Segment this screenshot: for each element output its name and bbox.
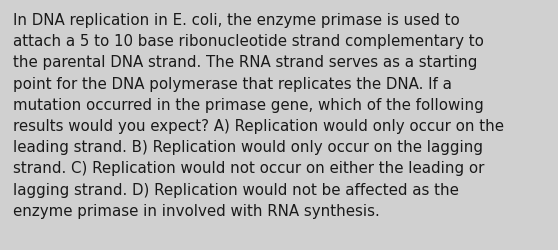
- Text: leading strand. B) Replication would only occur on the lagging: leading strand. B) Replication would onl…: [13, 140, 483, 154]
- Text: In DNA replication in E. coli, the enzyme primase is used to: In DNA replication in E. coli, the enzym…: [13, 13, 460, 28]
- Text: strand. C) Replication would not occur on either the leading or: strand. C) Replication would not occur o…: [13, 161, 484, 176]
- Text: lagging strand. D) Replication would not be affected as the: lagging strand. D) Replication would not…: [13, 182, 459, 197]
- Text: attach a 5 to 10 base ribonucleotide strand complementary to: attach a 5 to 10 base ribonucleotide str…: [13, 34, 484, 49]
- Text: enzyme primase in involved with RNA synthesis.: enzyme primase in involved with RNA synt…: [13, 203, 380, 218]
- Text: point for the DNA polymerase that replicates the DNA. If a: point for the DNA polymerase that replic…: [13, 76, 452, 91]
- Text: the parental DNA strand. The RNA strand serves as a starting: the parental DNA strand. The RNA strand …: [13, 55, 478, 70]
- Text: mutation occurred in the primase gene, which of the following: mutation occurred in the primase gene, w…: [13, 98, 484, 112]
- Text: results would you expect? A) Replication would only occur on the: results would you expect? A) Replication…: [13, 118, 504, 134]
